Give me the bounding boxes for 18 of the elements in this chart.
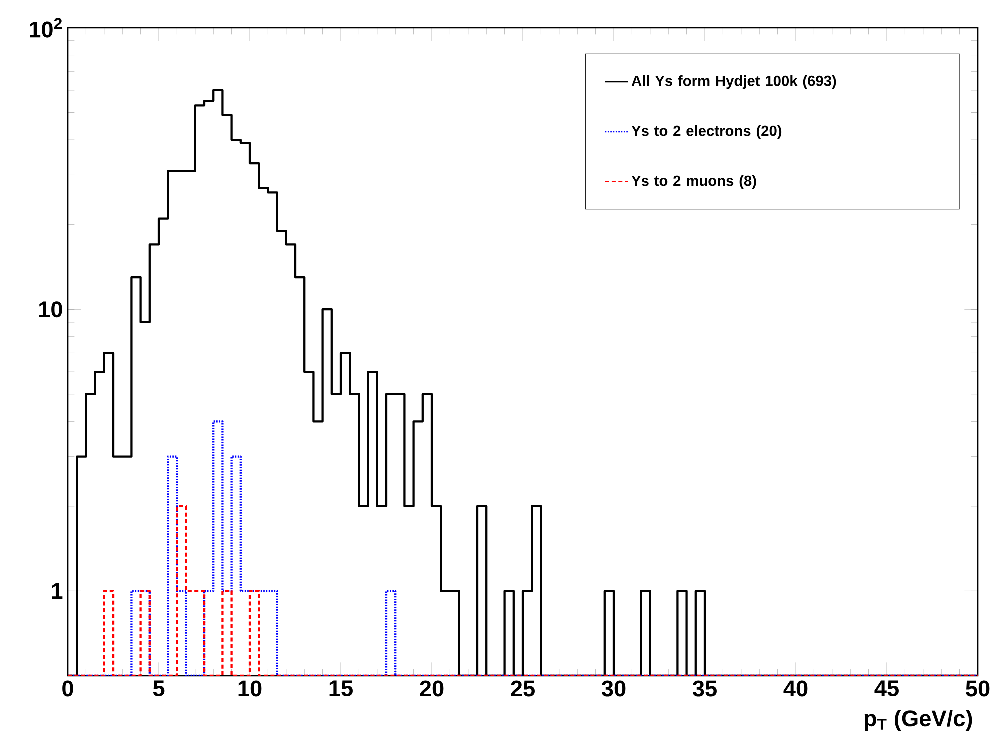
x-tick-label: 5 <box>153 680 165 697</box>
x-tick-label: 35 <box>692 680 717 697</box>
legend-label: All Υs form Hydjet 100k (693) <box>632 76 836 90</box>
y-tick-label: 10 <box>40 302 62 318</box>
x-tick-label: 30 <box>602 680 626 697</box>
x-tick-label: 50 <box>966 680 990 697</box>
y-tick-label: 1 <box>52 583 63 600</box>
legend-label: Υs to 2 muons (8) <box>632 175 756 190</box>
x-tick-label: 45 <box>874 680 899 697</box>
x-tick-label: 0 <box>62 680 74 697</box>
legend-label: Υs to 2 electrons (20) <box>632 125 782 140</box>
y-tick-label: 10$^{2}$ <box>30 18 62 38</box>
x-tick-label: 40 <box>784 680 808 697</box>
x-tick-label: 15 <box>330 680 353 697</box>
x-tick-label: 20 <box>420 680 444 697</box>
x-axis-title: p$_{T}$ (GeV/c) <box>864 710 972 732</box>
x-tick-label: 25 <box>511 680 535 697</box>
x-tick-label: 10 <box>238 680 262 697</box>
